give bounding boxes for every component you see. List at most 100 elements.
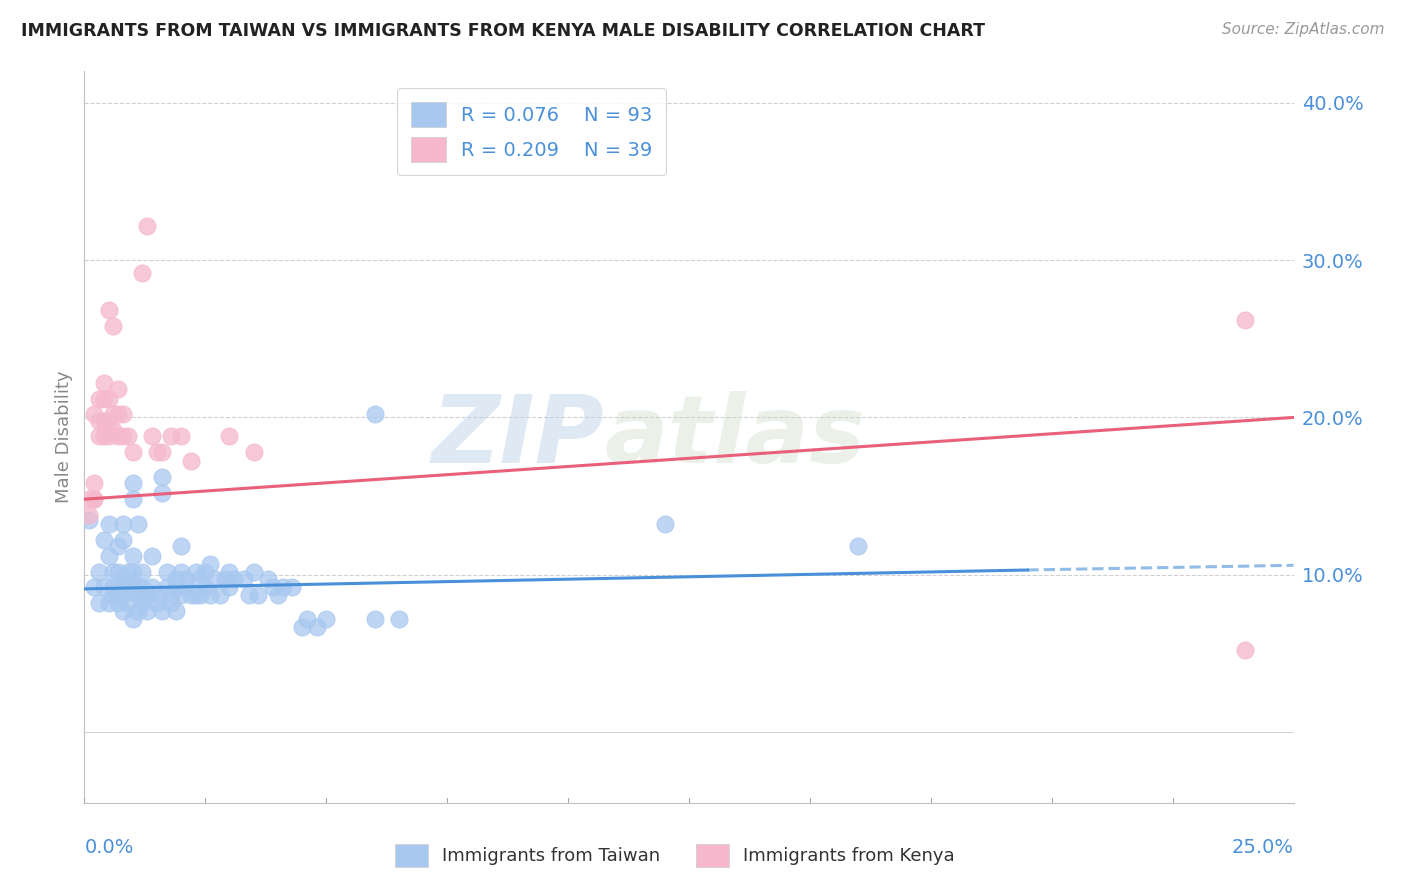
Point — [218, 429, 240, 443]
Point — [93, 580, 115, 594]
Point — [117, 565, 139, 579]
Point — [107, 580, 129, 594]
Point — [174, 580, 197, 594]
Point — [238, 588, 260, 602]
Point — [388, 612, 411, 626]
Point — [184, 565, 207, 579]
Point — [150, 470, 173, 484]
Point — [194, 580, 217, 594]
Point — [77, 513, 100, 527]
Point — [218, 580, 240, 594]
Point — [127, 604, 149, 618]
Point — [170, 429, 193, 443]
Point — [103, 319, 125, 334]
Point — [112, 604, 135, 618]
Point — [141, 549, 163, 563]
Point — [155, 565, 177, 579]
Point — [170, 540, 193, 554]
Point — [141, 429, 163, 443]
Point — [846, 540, 869, 554]
Point — [281, 580, 304, 594]
Point — [121, 492, 143, 507]
Point — [262, 580, 284, 594]
Point — [107, 382, 129, 396]
Point — [97, 429, 120, 443]
Point — [233, 573, 256, 587]
Point — [112, 407, 135, 421]
Point — [165, 604, 187, 618]
Point — [165, 573, 187, 587]
Point — [131, 565, 153, 579]
Point — [146, 588, 169, 602]
Point — [97, 517, 120, 532]
Point — [83, 476, 105, 491]
Point — [214, 573, 236, 587]
Point — [107, 540, 129, 554]
Text: 25.0%: 25.0% — [1232, 838, 1294, 856]
Point — [117, 580, 139, 594]
Point — [291, 619, 314, 633]
Text: IMMIGRANTS FROM TAIWAN VS IMMIGRANTS FROM KENYA MALE DISABILITY CORRELATION CHAR: IMMIGRANTS FROM TAIWAN VS IMMIGRANTS FRO… — [21, 22, 986, 40]
Point — [112, 588, 135, 602]
Point — [112, 429, 135, 443]
Point — [127, 588, 149, 602]
Point — [180, 454, 202, 468]
Point — [247, 588, 270, 602]
Point — [363, 612, 385, 626]
Point — [97, 596, 120, 610]
Point — [93, 376, 115, 390]
Point — [121, 445, 143, 459]
Point — [180, 588, 202, 602]
Point — [97, 392, 120, 406]
Point — [204, 573, 226, 587]
Point — [112, 573, 135, 587]
Point — [97, 549, 120, 563]
Point — [146, 596, 169, 610]
Point — [131, 596, 153, 610]
Point — [97, 303, 120, 318]
Point — [218, 565, 240, 579]
Point — [93, 429, 115, 443]
Point — [121, 612, 143, 626]
Point — [155, 580, 177, 594]
Point — [242, 445, 264, 459]
Point — [208, 588, 231, 602]
Point — [315, 612, 337, 626]
Point — [121, 565, 143, 579]
Point — [267, 588, 290, 602]
Point — [107, 429, 129, 443]
Text: ZIP: ZIP — [432, 391, 605, 483]
Point — [121, 549, 143, 563]
Point — [107, 407, 129, 421]
Point — [103, 565, 125, 579]
Point — [198, 557, 221, 571]
Point — [165, 580, 187, 594]
Point — [87, 392, 110, 406]
Point — [190, 573, 212, 587]
Point — [170, 588, 193, 602]
Point — [150, 604, 173, 618]
Point — [121, 476, 143, 491]
Point — [136, 219, 159, 233]
Point — [131, 580, 153, 594]
Point — [150, 445, 173, 459]
Point — [131, 588, 153, 602]
Point — [257, 573, 280, 587]
Point — [93, 533, 115, 548]
Point — [117, 596, 139, 610]
Point — [150, 486, 173, 500]
Point — [107, 596, 129, 610]
Point — [83, 580, 105, 594]
Point — [198, 588, 221, 602]
Point — [295, 612, 318, 626]
Point — [121, 580, 143, 594]
Point — [112, 517, 135, 532]
Point — [224, 573, 246, 587]
Y-axis label: Male Disability: Male Disability — [55, 371, 73, 503]
Point — [136, 604, 159, 618]
Point — [103, 423, 125, 437]
Point — [363, 407, 385, 421]
Text: 0.0%: 0.0% — [84, 838, 134, 856]
Point — [160, 588, 183, 602]
Point — [174, 573, 197, 587]
